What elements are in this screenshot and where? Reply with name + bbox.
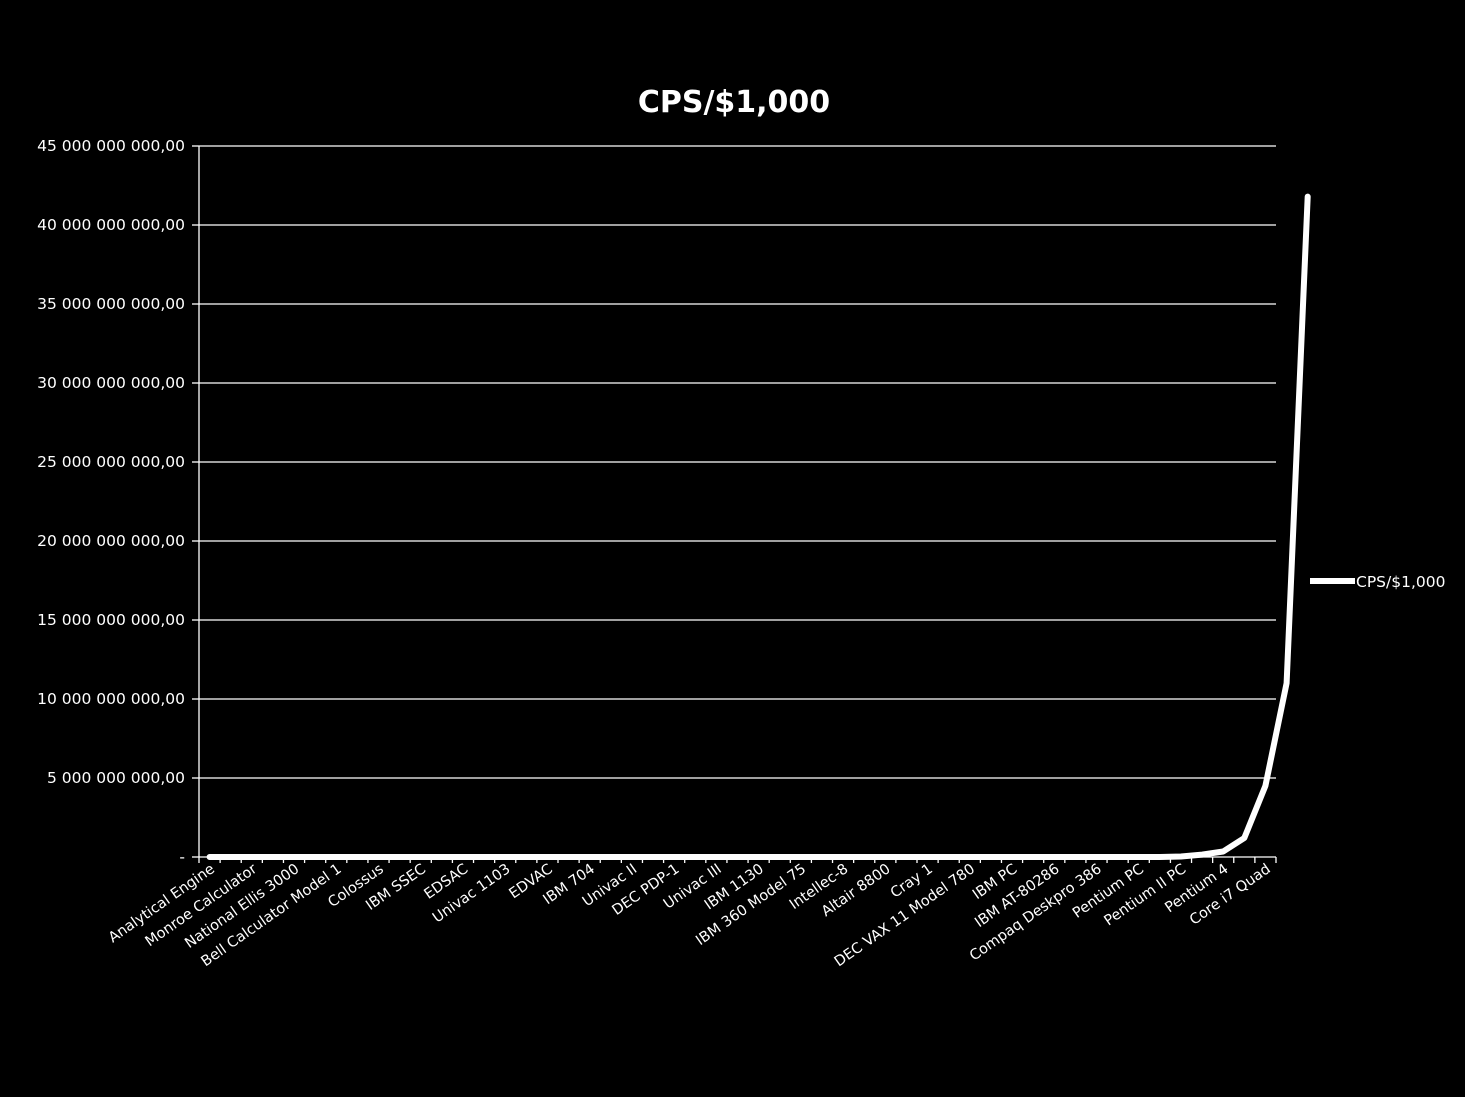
y-tick-label: 25 000 000 000,00: [37, 453, 185, 471]
y-tick-label: 35 000 000 000,00: [37, 295, 185, 313]
y-tick-label: 15 000 000 000,00: [37, 611, 185, 629]
y-tick-label: 40 000 000 000,00: [37, 216, 185, 234]
series-line: [206, 193, 1311, 860]
y-tick-label: 5 000 000 000,00: [47, 769, 185, 787]
chart-title: CPS/$1,000: [638, 85, 830, 120]
y-tick-label: 10 000 000 000,00: [37, 690, 185, 708]
y-tick-label: 20 000 000 000,00: [37, 532, 185, 550]
y-tick-label: 30 000 000 000,00: [37, 374, 185, 392]
legend-label: CPS/$1,000: [1356, 573, 1445, 591]
y-tick-label: -: [179, 848, 185, 866]
y-tick-label: 45 000 000 000,00: [37, 137, 185, 155]
